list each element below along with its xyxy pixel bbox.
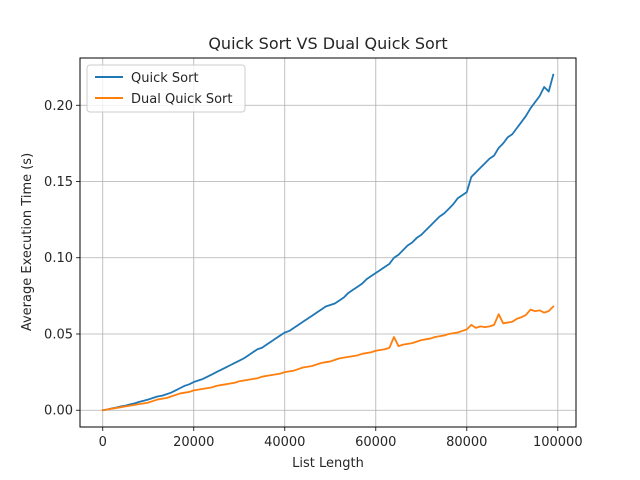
y-tick-label: 0.05 (44, 327, 73, 342)
legend: Quick Sort Dual Quick Sort (86, 64, 246, 113)
x-axis-title: List Length (292, 456, 364, 471)
grid-lines (80, 58, 576, 427)
legend-label-dual-quick-sort: Dual Quick Sort (131, 92, 233, 107)
legend-label-quick-sort: Quick Sort (131, 71, 199, 86)
series-layer (101, 73, 555, 412)
plot-frame (79, 57, 577, 428)
x-tick-label: 20000 (173, 435, 214, 450)
y-tick-label: 0.15 (44, 175, 73, 190)
series-line-dual-quick-sort (101, 305, 555, 412)
x-tick-label: 60000 (355, 435, 396, 450)
x-tick-label: 100000 (533, 435, 583, 450)
y-tick-label: 0.20 (44, 99, 73, 114)
y-tick-label: 0.00 (44, 404, 73, 419)
x-tick-label: 80000 (446, 435, 487, 450)
x-axis: 0 20000 40000 60000 80000 100000 (99, 427, 583, 450)
chart-title: Quick Sort VS Dual Quick Sort (208, 34, 447, 53)
legend-frame (86, 64, 246, 113)
y-axis-title: Average Execution Time (s) (20, 153, 35, 331)
x-tick-label: 0 (99, 435, 107, 450)
series-line-quick-sort (101, 73, 555, 412)
y-axis: 0.00 0.05 0.10 0.15 0.20 (44, 99, 80, 419)
y-tick-label: 0.10 (44, 251, 73, 266)
x-tick-label: 40000 (264, 435, 305, 450)
